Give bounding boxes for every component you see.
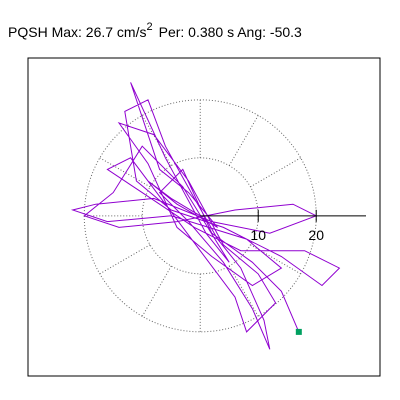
plot-frame (27, 57, 381, 377)
radial-line (250, 157, 301, 188)
radial-line (228, 115, 259, 166)
end-marker (295, 328, 302, 335)
x-tick-label: 20 (308, 227, 324, 243)
title-superscript: 2 (146, 21, 152, 33)
radial-line (141, 115, 172, 166)
radial-line (228, 265, 259, 317)
chart-title: PQSH Max: 26.7 cm/s2 Per: 0.380 s Ang: -5… (8, 21, 302, 40)
radial-line (141, 265, 172, 317)
orbit-trace (70, 82, 341, 350)
radial-line (99, 157, 151, 188)
title-main: PQSH Max: 26.7 cm/s (8, 24, 146, 40)
title-end: Per: 0.380 s Ang: -50.3 (159, 24, 302, 40)
x-tick-label: 10 (250, 227, 266, 243)
radial-line (99, 244, 151, 275)
